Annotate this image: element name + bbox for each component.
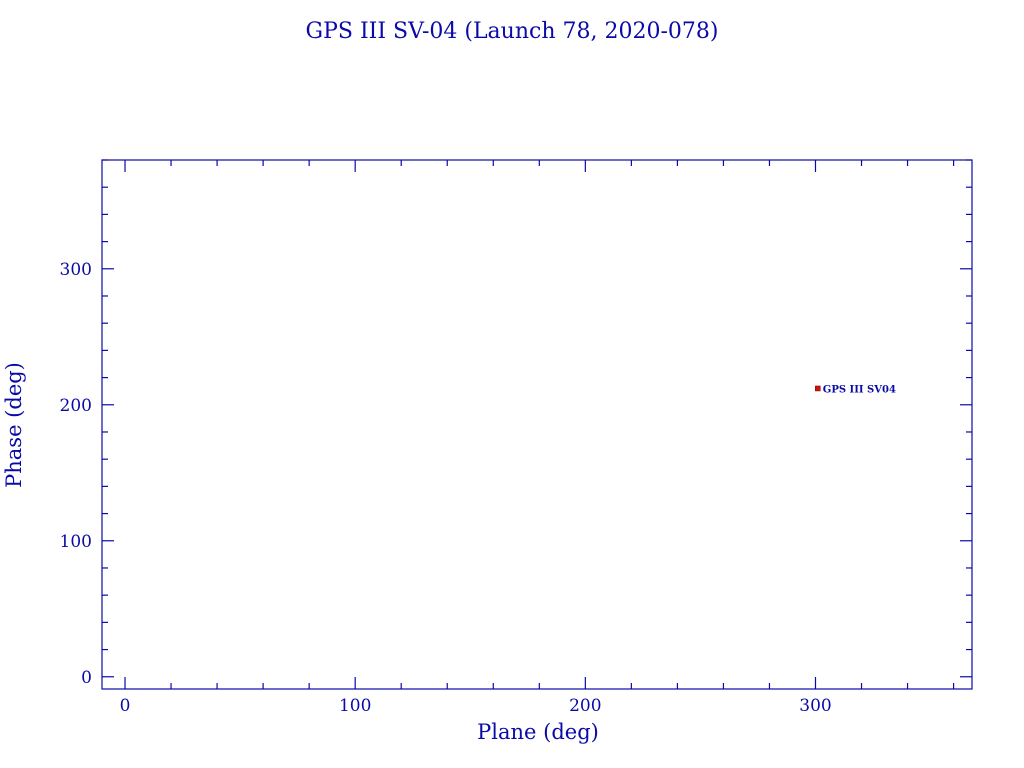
data-point-label: GPS III SV04	[823, 384, 896, 395]
chart-title: GPS III SV-04 (Launch 78, 2020-078)	[306, 19, 719, 44]
y-tick-label: 0	[81, 668, 92, 688]
x-tick-label: 0	[120, 696, 131, 716]
y-tick-label: 200	[60, 396, 92, 416]
x-axis-label: Plane (deg)	[477, 720, 599, 744]
x-tick-label: 100	[339, 696, 371, 716]
x-tick-label: 300	[799, 696, 831, 716]
y-tick-label: 300	[60, 260, 92, 280]
plot-frame	[101, 159, 973, 690]
x-tick-label: 200	[569, 696, 601, 716]
data-point	[815, 385, 821, 392]
y-tick-label: 100	[60, 532, 92, 552]
y-axis-label: Phase (deg)	[2, 362, 26, 488]
